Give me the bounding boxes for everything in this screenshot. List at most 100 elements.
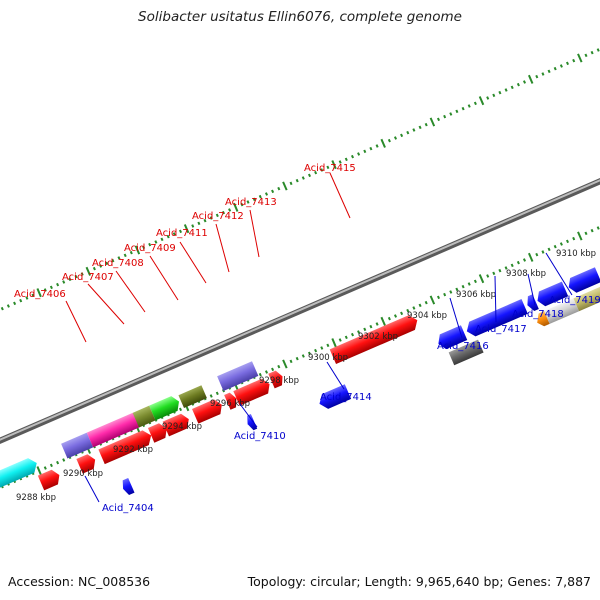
gene-label: Acid_7406 (14, 289, 66, 300)
minor-tick (455, 287, 459, 292)
gene-label: Acid_7409 (124, 243, 176, 254)
minor-tick (13, 301, 17, 306)
minor-tick (166, 234, 170, 239)
scale-label: 9288 kbp (16, 493, 56, 503)
minor-tick (467, 282, 471, 286)
minor-tick (596, 48, 600, 52)
minor-tick (541, 250, 545, 254)
minor-tick (295, 356, 299, 361)
minor-tick (393, 136, 398, 140)
gene-feature (132, 405, 156, 428)
minor-tick (553, 244, 557, 249)
gene-label: Acid_7415 (304, 163, 356, 174)
minor-tick (172, 232, 176, 236)
minor-tick (154, 240, 158, 244)
minor-tick (541, 72, 545, 76)
minor-tick (289, 359, 293, 364)
minor-tick (56, 282, 60, 287)
minor-tick (369, 324, 373, 329)
minor-tick (320, 346, 324, 350)
minor-tick (68, 277, 72, 282)
minor-tick (246, 200, 250, 204)
major-tick (577, 231, 583, 241)
minor-tick (449, 290, 453, 294)
genome-summary: Topology: circular; Length: 9,965,640 bp… (247, 574, 591, 589)
major-tick (527, 252, 534, 262)
major-tick (233, 202, 239, 212)
gene-feature (122, 477, 135, 496)
gene-feature (233, 378, 270, 406)
minor-tick (264, 370, 269, 374)
minor-tick (590, 228, 594, 233)
gene-feature (247, 413, 258, 431)
minor-tick (301, 354, 305, 358)
minor-tick (393, 314, 398, 318)
minor-tick (80, 272, 84, 276)
minor-tick (572, 236, 576, 241)
gene-label: Acid_7419 (549, 295, 600, 306)
scale-label: 9310 kbp (556, 249, 596, 259)
minor-tick (375, 144, 379, 148)
minor-tick (142, 245, 146, 250)
gene-feature (224, 392, 237, 410)
minor-tick (258, 372, 262, 377)
minor-tick (584, 53, 588, 58)
minor-tick (387, 316, 391, 321)
gene-feature (98, 430, 152, 465)
label-leaders (65, 172, 573, 503)
minor-tick (49, 285, 53, 290)
scale-label: 9290 kbp (63, 469, 103, 479)
minor-tick (215, 213, 219, 218)
scale-label: 9298 kbp (259, 376, 299, 386)
minor-tick (553, 66, 557, 71)
minor-tick (449, 112, 453, 116)
major-tick (380, 316, 386, 326)
minor-tick (436, 117, 441, 122)
minor-tick (473, 279, 477, 284)
minor-tick (258, 194, 262, 199)
minor-tick (252, 197, 256, 202)
minor-tick (467, 104, 471, 108)
minor-tick (92, 266, 96, 271)
minor-tick (486, 96, 490, 100)
minor-tick (522, 258, 527, 262)
major-tick (134, 245, 141, 255)
minor-tick (535, 74, 539, 79)
major-tick (380, 138, 386, 148)
gene-label: Acid_7404 (102, 503, 154, 514)
minor-tick (565, 61, 570, 66)
major-tick (85, 266, 92, 276)
minor-tick (572, 58, 576, 63)
minor-tick (424, 122, 428, 127)
minor-tick (350, 154, 355, 159)
minor-tick (289, 181, 293, 186)
gene-feature (0, 458, 37, 488)
minor-tick (412, 128, 416, 132)
minor-tick (326, 343, 330, 348)
scale-label: 9292 kbp (113, 445, 153, 455)
minor-tick (436, 295, 441, 300)
minor-tick (0, 306, 4, 311)
minor-tick (6, 304, 10, 308)
gene-feature (329, 315, 418, 365)
minor-tick (357, 152, 361, 156)
minor-tick (412, 306, 416, 310)
major-tick (478, 274, 485, 284)
minor-tick (191, 224, 195, 228)
major-tick (577, 53, 583, 63)
minor-tick (178, 229, 183, 234)
minor-tick (301, 176, 305, 180)
major-tick (331, 160, 337, 170)
gene-labels: Acid_7406 Acid_7407 Acid_7408 Acid_7409 … (14, 163, 600, 514)
gene-feature (537, 281, 569, 307)
gene-label: Acid_7411 (156, 228, 208, 239)
minor-tick (350, 332, 355, 337)
minor-tick (228, 208, 232, 212)
minor-tick (277, 186, 281, 191)
minor-tick (510, 85, 514, 90)
accession-text: Accession: NC_008536 (8, 574, 151, 589)
minor-tick (369, 146, 373, 151)
gene-feature (537, 311, 550, 327)
scale-label: 9306 kbp (456, 290, 496, 300)
gene-label: Acid_7418 (512, 309, 564, 320)
